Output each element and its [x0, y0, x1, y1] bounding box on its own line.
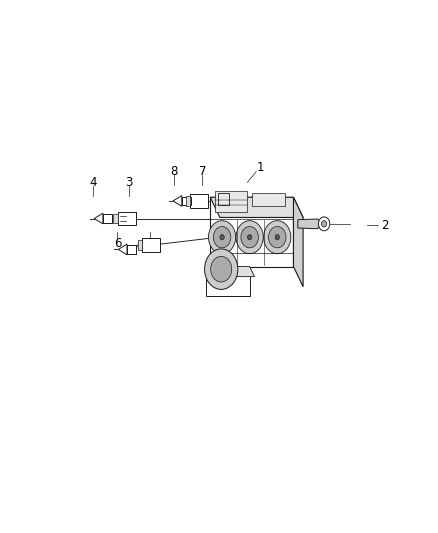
Polygon shape: [94, 213, 103, 224]
Polygon shape: [142, 238, 160, 252]
Circle shape: [264, 221, 291, 254]
Circle shape: [211, 256, 232, 282]
Circle shape: [318, 217, 330, 231]
Text: 4: 4: [89, 176, 97, 189]
Circle shape: [208, 221, 236, 254]
Polygon shape: [206, 266, 250, 296]
Polygon shape: [182, 197, 191, 205]
Polygon shape: [206, 266, 254, 277]
Polygon shape: [138, 240, 142, 250]
Circle shape: [205, 249, 238, 289]
Circle shape: [220, 235, 224, 240]
Polygon shape: [252, 193, 285, 206]
Polygon shape: [173, 196, 182, 206]
Circle shape: [241, 227, 258, 248]
Polygon shape: [113, 214, 118, 223]
Polygon shape: [210, 197, 293, 266]
Polygon shape: [298, 219, 323, 229]
Circle shape: [247, 235, 252, 240]
Text: 6: 6: [113, 237, 121, 250]
Text: 5: 5: [147, 237, 154, 250]
Polygon shape: [190, 194, 208, 208]
Polygon shape: [218, 193, 229, 205]
Polygon shape: [215, 191, 247, 212]
Polygon shape: [103, 214, 112, 223]
Text: 8: 8: [171, 165, 178, 178]
Circle shape: [275, 235, 279, 240]
Circle shape: [268, 227, 286, 248]
Polygon shape: [127, 245, 136, 254]
Circle shape: [213, 227, 231, 248]
Text: 7: 7: [198, 165, 206, 178]
Polygon shape: [293, 197, 303, 287]
Text: 3: 3: [126, 176, 133, 189]
Polygon shape: [118, 212, 136, 225]
Polygon shape: [210, 197, 303, 217]
Text: 1: 1: [257, 161, 265, 174]
Circle shape: [236, 221, 263, 254]
Text: 2: 2: [381, 219, 389, 232]
Polygon shape: [186, 196, 190, 206]
Polygon shape: [118, 244, 127, 255]
Circle shape: [321, 221, 327, 227]
